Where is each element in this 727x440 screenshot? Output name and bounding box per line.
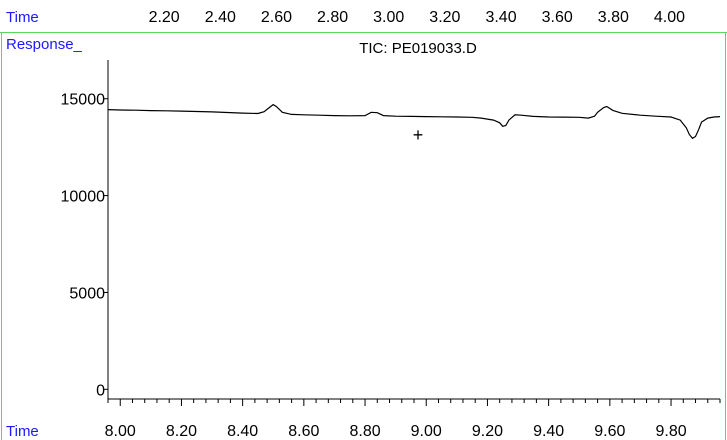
x-tick-label: 9.20 bbox=[472, 423, 503, 440]
y-tick-label: 0 bbox=[96, 382, 105, 399]
top-tick-label: 3.00 bbox=[373, 9, 404, 26]
top-tick-label: 2.80 bbox=[317, 9, 348, 26]
top-tick-label: 2.20 bbox=[149, 9, 180, 26]
y-tick-label: 10000 bbox=[61, 189, 106, 206]
y-tick-label: 15000 bbox=[61, 92, 106, 109]
x-tick-label: 9.60 bbox=[594, 423, 625, 440]
cursor-crosshair: + bbox=[413, 125, 424, 145]
x-tick-label: 9.40 bbox=[533, 423, 564, 440]
y-axis-ticks: 0 5000 10000 15000 bbox=[61, 92, 108, 399]
x-tick-label: 9.80 bbox=[655, 423, 686, 440]
chart-title: TIC: PE019033.D bbox=[359, 40, 477, 57]
bottom-axis-label: Time bbox=[6, 423, 39, 440]
response-label: Response_ bbox=[6, 36, 83, 53]
y-tick-label: 5000 bbox=[69, 285, 105, 302]
x-tick-label: 8.00 bbox=[105, 423, 136, 440]
top-tick-label: 3.60 bbox=[542, 9, 573, 26]
x-tick-label: 8.80 bbox=[349, 423, 380, 440]
top-tick-label: 2.40 bbox=[205, 9, 236, 26]
x-tick-label: 8.20 bbox=[166, 423, 197, 440]
x-axis-ticks: 8.00 8.20 8.40 8.60 8.80 9.00 9.20 9.40 9.60 9.80 bbox=[105, 399, 721, 440]
top-axis-ticks: 2.20 2.40 2.60 2.80 3.00 3.20 3.40 3.60 3.80 4.00 bbox=[149, 9, 686, 26]
tic-trace bbox=[107, 103, 721, 140]
top-axis-label: Time bbox=[6, 9, 39, 26]
top-tick-label: 2.60 bbox=[261, 9, 292, 26]
x-tick-label: 8.60 bbox=[288, 423, 319, 440]
x-tick-label: 8.40 bbox=[227, 423, 258, 440]
top-tick-label: 3.80 bbox=[598, 9, 629, 26]
top-tick-label: 3.20 bbox=[429, 9, 460, 26]
top-tick-label: 4.00 bbox=[654, 9, 685, 26]
x-tick-label: 9.00 bbox=[411, 423, 442, 440]
top-tick-label: 3.40 bbox=[485, 9, 516, 26]
